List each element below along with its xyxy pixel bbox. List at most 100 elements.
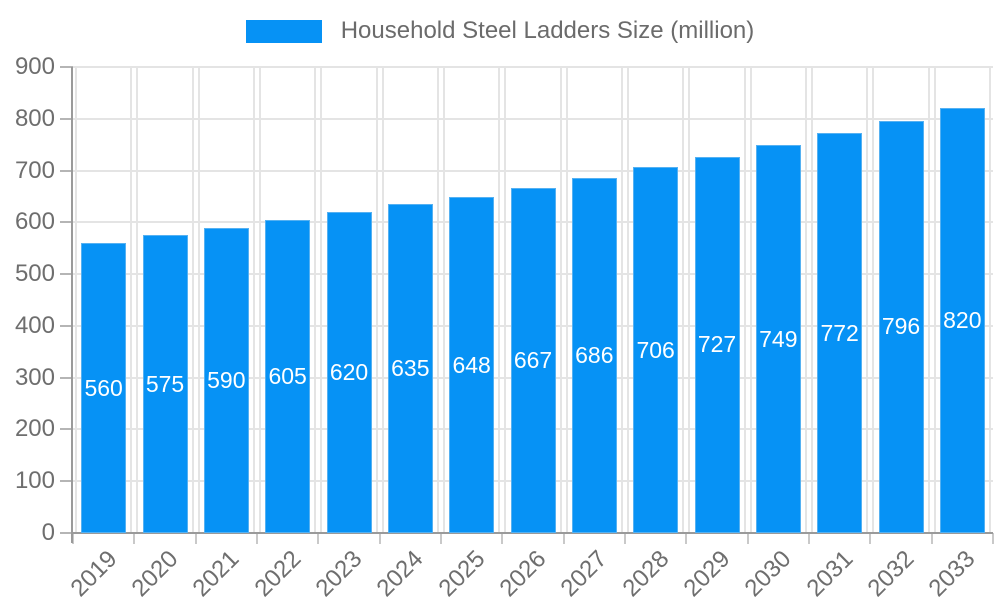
v-gridline xyxy=(504,67,507,533)
v-gridline xyxy=(621,67,623,533)
bar[interactable]: 590 xyxy=(203,227,249,533)
y-tick-label: 800 xyxy=(14,104,55,132)
v-gridline xyxy=(136,67,139,533)
v-gridline xyxy=(75,67,77,533)
v-gridline xyxy=(866,67,869,533)
v-gridline xyxy=(437,67,439,533)
y-tick-label: 700 xyxy=(14,156,55,184)
bar-value-label: 648 xyxy=(452,351,491,378)
bar[interactable]: 820 xyxy=(939,108,985,533)
bar[interactable]: 727 xyxy=(694,156,740,533)
bar-value-label: 575 xyxy=(145,370,185,397)
bar-value-label: 620 xyxy=(329,358,369,385)
x-tick-label: 2029 xyxy=(678,545,736,600)
v-gridline xyxy=(559,67,562,533)
bar-value-label: 749 xyxy=(759,325,798,352)
bar[interactable]: 635 xyxy=(387,204,433,533)
x-tick-label: 2024 xyxy=(371,545,429,600)
x-tick-label: 2032 xyxy=(862,545,920,600)
v-gridline xyxy=(443,67,445,533)
legend-swatch xyxy=(245,19,322,43)
x-axis-tick xyxy=(256,533,258,544)
bar[interactable]: 749 xyxy=(755,145,801,533)
x-tick-label: 2028 xyxy=(617,545,675,600)
bar-value-label: 706 xyxy=(636,336,675,363)
y-tick-label: 600 xyxy=(14,208,55,236)
bar-value-label: 796 xyxy=(881,313,921,340)
bar[interactable]: 605 xyxy=(265,219,311,533)
bar[interactable]: 620 xyxy=(326,211,372,533)
v-gridline xyxy=(191,67,194,533)
x-tick-label: 2020 xyxy=(126,545,184,600)
bar[interactable]: 772 xyxy=(817,133,863,533)
x-axis-tick xyxy=(72,533,74,544)
bar[interactable]: 667 xyxy=(510,187,556,533)
y-axis-tick xyxy=(60,66,73,68)
x-tick-label: 2023 xyxy=(310,545,368,600)
bar-value-label: 686 xyxy=(575,341,614,368)
v-gridline xyxy=(565,67,568,533)
x-axis-tick xyxy=(930,533,933,544)
h-gridline xyxy=(73,117,993,120)
v-gridline xyxy=(805,67,807,533)
v-gridline xyxy=(872,67,875,533)
chart-legend[interactable]: Household Steel Ladders Size (million) xyxy=(0,17,1000,45)
bar[interactable]: 706 xyxy=(633,167,679,533)
v-gridline xyxy=(130,67,133,533)
bar[interactable]: 648 xyxy=(449,197,495,533)
y-tick-label: 100 xyxy=(14,467,55,495)
x-axis-tick xyxy=(317,533,320,544)
v-gridline xyxy=(749,67,752,533)
y-tick-label: 200 xyxy=(14,415,55,443)
bar-value-label: 820 xyxy=(943,307,982,334)
bar-value-label: 635 xyxy=(391,355,430,382)
v-gridline xyxy=(927,67,930,533)
x-axis-tick xyxy=(746,533,749,544)
x-tick-label: 2031 xyxy=(801,545,859,600)
h-gridline xyxy=(73,66,993,68)
x-tick-label: 2025 xyxy=(433,545,491,600)
x-axis-tick xyxy=(378,533,381,544)
y-tick-label: 0 xyxy=(41,519,55,546)
y-tick-label: 900 xyxy=(14,53,55,80)
x-axis-tick xyxy=(869,533,872,544)
x-axis-tick xyxy=(685,533,688,544)
y-tick-label: 400 xyxy=(14,311,55,339)
x-axis-tick xyxy=(992,533,994,544)
v-gridline xyxy=(933,67,936,533)
x-axis-tick xyxy=(808,533,810,544)
v-gridline xyxy=(688,67,691,533)
v-gridline xyxy=(498,67,501,533)
x-tick-label: 2030 xyxy=(739,545,797,600)
bar-value-label: 727 xyxy=(697,331,737,358)
x-axis-line xyxy=(73,532,993,534)
v-gridline xyxy=(811,67,813,533)
bar[interactable]: 686 xyxy=(571,177,617,533)
v-gridline xyxy=(743,67,746,533)
bar-value-label: 772 xyxy=(820,319,859,346)
v-gridline xyxy=(320,67,323,533)
y-axis-tick xyxy=(60,428,73,431)
y-axis-line xyxy=(71,67,73,543)
y-axis-tick xyxy=(60,169,73,172)
bar[interactable]: 575 xyxy=(142,235,188,533)
bar[interactable]: 560 xyxy=(81,243,127,533)
x-axis-tick xyxy=(501,533,504,544)
v-gridline xyxy=(381,67,384,533)
y-tick-label: 300 xyxy=(14,363,55,391)
y-axis-tick xyxy=(60,221,73,224)
y-axis-tick xyxy=(60,273,73,276)
v-gridline xyxy=(627,67,629,533)
y-axis-tick xyxy=(60,324,73,327)
bar-value-label: 605 xyxy=(268,362,307,389)
y-axis-tick xyxy=(60,532,73,534)
v-gridline xyxy=(989,67,991,533)
bar[interactable]: 796 xyxy=(878,120,924,533)
x-axis-tick xyxy=(440,533,442,544)
bar-value-label: 590 xyxy=(207,366,246,393)
bar-value-label: 560 xyxy=(84,374,123,401)
y-tick-label: 500 xyxy=(14,260,55,288)
legend-label: Household Steel Ladders Size (million) xyxy=(340,17,755,44)
v-gridline xyxy=(314,67,317,533)
